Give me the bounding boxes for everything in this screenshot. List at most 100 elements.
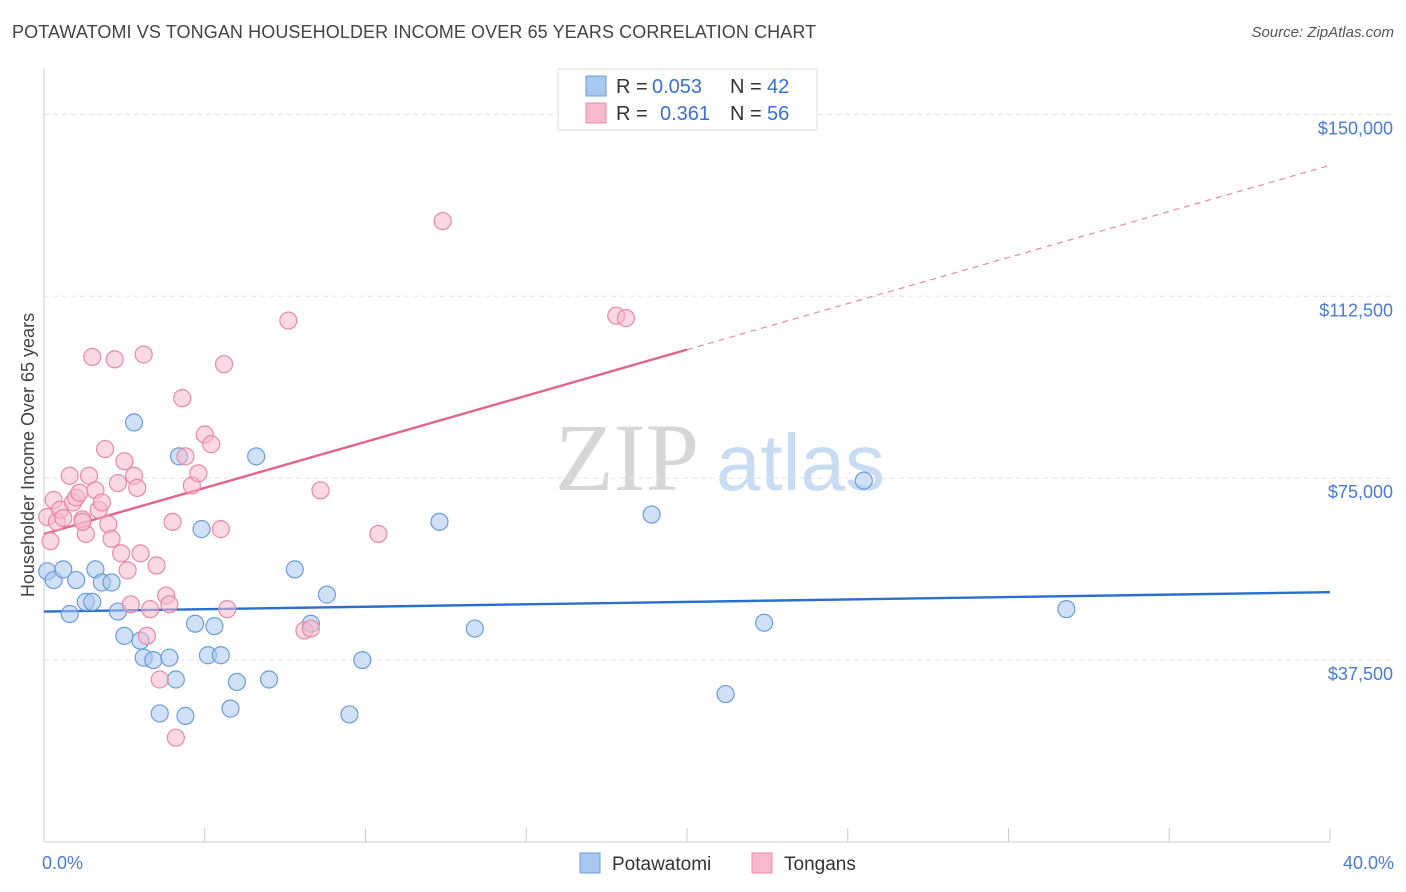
data-point-tongans (311, 481, 330, 500)
data-point-tongans (301, 619, 320, 638)
data-point-potawatomi (115, 626, 134, 645)
y-tick-label: $75,000 (1328, 482, 1393, 502)
data-point-tongans (166, 728, 185, 747)
data-point-tongans (70, 483, 89, 502)
trend-line-potawatomi (43, 590, 1331, 613)
legend-r-label-1: R = (616, 76, 648, 98)
data-point-potawatomi (854, 471, 873, 490)
data-point-potawatomi (144, 650, 163, 670)
legend-n-value-1: 42 (767, 76, 789, 98)
data-point-tongans (176, 447, 195, 466)
data-point-potawatomi (205, 617, 224, 636)
data-points (38, 211, 1076, 747)
trend-line-extension-tongans (686, 164, 1331, 351)
data-point-potawatomi (353, 650, 372, 670)
data-point-potawatomi (176, 706, 195, 725)
chart-title: POTAWATOMI VS TONGAN HOUSEHOLDER INCOME … (12, 22, 817, 42)
x-tick-label: 0.0% (42, 853, 83, 873)
data-point-potawatomi (221, 699, 240, 718)
gridlines (44, 113, 1392, 661)
data-point-tongans (140, 600, 160, 619)
data-point-tongans (83, 347, 102, 367)
y-tick-labels: $37,500 $75,000 $112,500 $150,000 (1318, 118, 1393, 684)
data-point-tongans (105, 350, 124, 369)
data-point-tongans (112, 544, 131, 563)
legend-r-label-2: R = (616, 103, 648, 125)
data-point-tongans (115, 452, 134, 471)
data-point-potawatomi (1057, 600, 1076, 619)
y-tick-label: $112,500 (1319, 300, 1393, 320)
watermark: ZIP atlas (555, 404, 885, 511)
data-point-tongans (163, 512, 182, 531)
data-point-tongans (73, 512, 92, 531)
data-point-potawatomi (247, 447, 266, 466)
bottom-legend-tongans: Tongans (784, 854, 856, 875)
axes (43, 68, 1331, 843)
data-point-potawatomi (83, 592, 102, 611)
data-point-potawatomi (340, 705, 359, 724)
data-point-tongans (214, 355, 234, 374)
data-point-tongans (108, 473, 128, 493)
data-point-tongans (616, 309, 636, 328)
data-point-potawatomi (186, 614, 205, 633)
data-point-tongans (134, 345, 153, 364)
y-axis-title: Householder Income Over 65 years (18, 313, 38, 597)
legend-r-value-2: 0.361 (660, 103, 710, 125)
legend: R = 0.053 N = 42 R = 0.361 N = 56 (557, 68, 818, 131)
bottom-legend-swatch-potawatomi (579, 852, 601, 874)
data-point-potawatomi (166, 670, 185, 689)
data-point-tongans (433, 211, 452, 231)
x-tick-labels: 0.0% 40.0% (42, 853, 1394, 873)
source-label: Source: ZipAtlas.com (1251, 24, 1394, 41)
data-point-potawatomi (430, 512, 449, 531)
bottom-legend: Potawatomi Tongans (579, 852, 856, 875)
data-point-potawatomi (150, 704, 169, 723)
data-point-potawatomi (160, 648, 179, 667)
legend-r-value-1: 0.053 (652, 76, 702, 98)
legend-n-label-2: N = (730, 103, 762, 125)
data-point-tongans (147, 556, 166, 575)
data-point-tongans (137, 626, 156, 645)
data-point-potawatomi (642, 505, 661, 524)
data-point-potawatomi (54, 560, 73, 579)
data-point-potawatomi (124, 413, 144, 432)
data-point-tongans (92, 493, 111, 512)
y-tick-label: $37,500 (1328, 664, 1393, 684)
legend-swatch-potawatomi (585, 75, 607, 97)
data-point-tongans (54, 508, 73, 528)
data-point-tongans (160, 595, 179, 614)
data-point-tongans (211, 520, 230, 539)
data-point-tongans (131, 544, 150, 563)
data-point-tongans (202, 435, 221, 454)
data-point-potawatomi (227, 672, 246, 692)
legend-n-value-2: 56 (767, 103, 789, 125)
data-point-tongans (369, 524, 388, 544)
data-point-potawatomi (259, 670, 279, 689)
data-point-tongans (128, 478, 147, 497)
bottom-legend-potawatomi: Potawatomi (612, 854, 711, 875)
data-point-tongans (118, 561, 137, 580)
data-point-potawatomi (465, 619, 484, 638)
data-point-potawatomi (211, 646, 230, 665)
x-tick-label: 40.0% (1343, 853, 1394, 873)
data-point-tongans (189, 464, 208, 483)
data-point-tongans (218, 600, 237, 619)
data-point-tongans (279, 311, 298, 330)
y-tick-label: $150,000 (1318, 118, 1393, 138)
legend-n-label-1: N = (730, 76, 762, 98)
data-point-tongans (173, 389, 192, 408)
data-point-tongans (121, 595, 140, 614)
data-point-potawatomi (67, 570, 86, 590)
data-point-tongans (60, 466, 79, 485)
data-point-potawatomi (60, 604, 79, 624)
data-point-potawatomi (192, 520, 211, 539)
legend-swatch-tongans (585, 102, 607, 124)
data-point-potawatomi (317, 585, 337, 604)
data-point-tongans (95, 439, 115, 459)
data-point-tongans (41, 532, 60, 551)
data-point-potawatomi (285, 560, 304, 579)
data-point-tongans (102, 529, 121, 548)
trend-line-tongans (43, 348, 688, 536)
trend-lines (43, 164, 1331, 613)
